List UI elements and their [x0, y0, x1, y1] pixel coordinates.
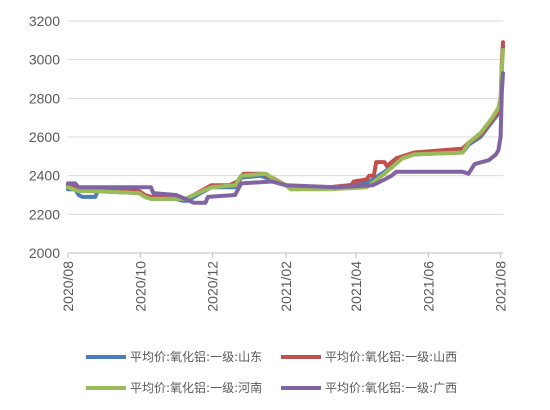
x-tick-label: 2021/06 [420, 261, 436, 312]
y-tick-label: 3200 [29, 13, 60, 29]
series-line [66, 44, 505, 203]
y-tick-label: 2400 [29, 168, 60, 184]
x-tick-label: 2021/08 [493, 261, 509, 312]
legend-label: 平均价:氧化铝:一级:河南 [130, 380, 262, 395]
series-line [66, 48, 505, 201]
y-tick-label: 2000 [29, 245, 60, 261]
x-tick-label: 2021/02 [278, 261, 294, 312]
legend-label: 平均价:氧化铝:一级:广西 [325, 380, 457, 395]
x-tick-label: 2020/10 [132, 261, 148, 312]
y-tick-label: 2200 [29, 206, 60, 222]
y-tick-label: 2800 [29, 90, 60, 106]
x-axis: 2020/08 2020/10 2020/12 2021/02 2021/04 2021/… [60, 252, 509, 312]
x-tick-label: 2021/04 [348, 261, 364, 312]
series-lines [66, 40, 505, 205]
y-tick-label: 2600 [29, 129, 60, 145]
y-axis: 2000 2200 2400 2600 2800 3000 3200 [29, 13, 60, 261]
gridlines [68, 20, 503, 215]
series-line [66, 71, 505, 205]
x-tick-label: 2020/12 [205, 261, 221, 312]
x-tick-label: 2020/08 [60, 261, 76, 312]
y-tick-label: 3000 [29, 52, 60, 68]
legend-label: 平均价:氧化铝:一级:山东 [130, 349, 262, 364]
legend-label: 平均价:氧化铝:一级:山西 [325, 349, 457, 364]
